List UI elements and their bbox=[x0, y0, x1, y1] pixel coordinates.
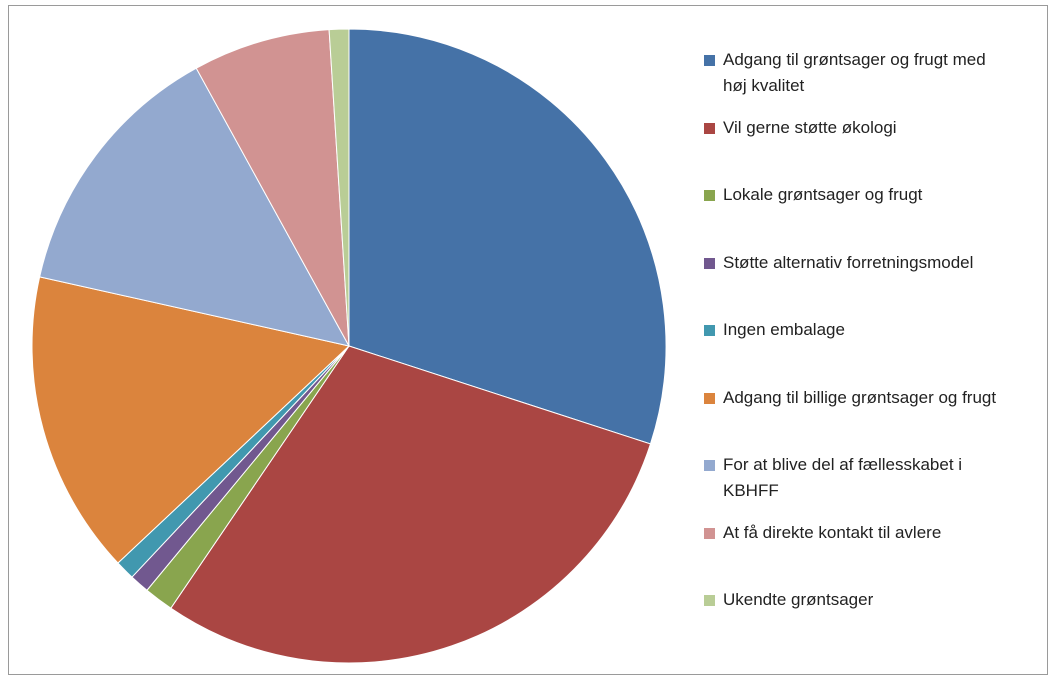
legend-item: Vil gerne støtte økologi bbox=[704, 115, 1013, 141]
legend-swatch bbox=[704, 190, 715, 201]
chart-frame bbox=[8, 5, 1048, 675]
legend-item: For at blive del af fællesskabet i KBHFF bbox=[704, 452, 1013, 504]
legend-swatch bbox=[704, 257, 715, 269]
legend-label: Vil gerne støtte økologi bbox=[723, 117, 897, 137]
legend-item: Lokale grøntsager og frugt bbox=[704, 182, 1013, 208]
legend-swatch bbox=[704, 122, 715, 134]
legend-label: Ukendte grøntsager bbox=[723, 590, 874, 609]
legend-label: For at blive del af fællesskabet i KBHFF bbox=[723, 455, 963, 500]
pie-slice bbox=[170, 345, 652, 664]
pie-slice bbox=[348, 28, 667, 445]
pie-slice bbox=[31, 276, 351, 564]
legend-swatch bbox=[704, 325, 715, 336]
legend-swatch bbox=[704, 595, 715, 606]
legend-label: Støtte alternativ forretningsmodel bbox=[723, 252, 974, 272]
pie-slice bbox=[39, 67, 350, 347]
legend-swatch bbox=[704, 527, 715, 539]
legend-label: At få direkte kontakt til avlere bbox=[723, 522, 942, 542]
legend-label: Adgang til grøntsager og frugt med høj k… bbox=[723, 50, 986, 95]
legend-swatch bbox=[704, 460, 715, 471]
legend-item: At få direkte kontakt til avlere bbox=[704, 520, 1013, 546]
legend-swatch bbox=[704, 55, 715, 66]
legend-item: Ukendte grøntsager bbox=[704, 587, 1013, 613]
legend-item: Adgang til billige grøntsager og frugt bbox=[704, 385, 1018, 411]
legend-swatch bbox=[704, 392, 715, 404]
legend-item: Støtte alternativ forretningsmodel bbox=[704, 250, 1053, 276]
pie-slice bbox=[195, 29, 350, 347]
legend-label: Ingen embalage bbox=[723, 320, 845, 339]
legend-label: Lokale grøntsager og frugt bbox=[723, 185, 923, 204]
legend-item: Ingen embalage bbox=[704, 317, 1013, 343]
legend-label: Adgang til billige grøntsager og frugt bbox=[723, 387, 997, 407]
pie-slice bbox=[328, 28, 350, 347]
legend-item: Adgang til grøntsager og frugt med høj k… bbox=[704, 47, 1013, 99]
